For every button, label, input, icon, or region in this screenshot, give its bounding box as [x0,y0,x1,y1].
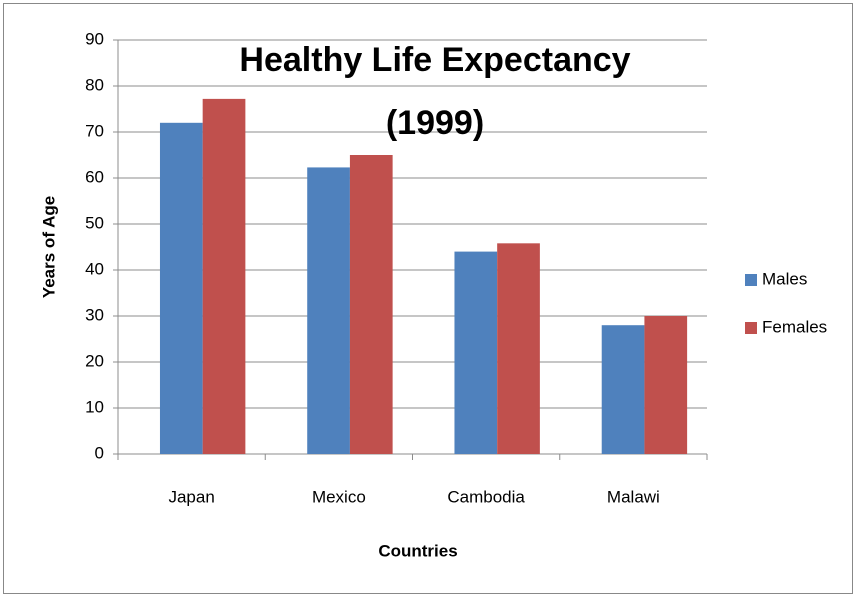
y-tick-label: 70 [85,121,104,140]
x-axis-title: Countries [378,541,457,560]
x-tick-label: Mexico [312,487,366,506]
y-tick-label: 10 [85,397,104,416]
y-tick-label: 80 [85,75,104,94]
y-tick-label: 60 [85,167,104,186]
y-tick-label: 90 [85,29,104,48]
legend-label: Females [762,317,827,336]
y-tick-label: 20 [85,351,104,370]
bar [601,325,645,454]
x-tick-label: Malawi [607,487,660,506]
chart-title: Healthy Life Expectancy [239,41,630,79]
bar [307,167,350,455]
bar [349,155,393,454]
bar [454,251,498,454]
bar [644,316,688,454]
x-tick-label: Cambodia [447,487,525,506]
chart-border [3,3,853,594]
legend-swatch [745,274,757,286]
y-tick-label: 30 [85,305,104,324]
legend-swatch [745,322,757,334]
y-axis-title: Years of Age [39,196,58,298]
bar [497,243,540,454]
bar [159,122,203,455]
bar [202,98,246,454]
x-tick-label: Japan [168,487,214,506]
y-tick-label: 0 [95,443,104,462]
chart-title: (1999) [386,104,484,142]
y-tick-label: 40 [85,259,104,278]
y-tick-label: 50 [85,213,104,232]
legend-label: Males [762,269,807,288]
